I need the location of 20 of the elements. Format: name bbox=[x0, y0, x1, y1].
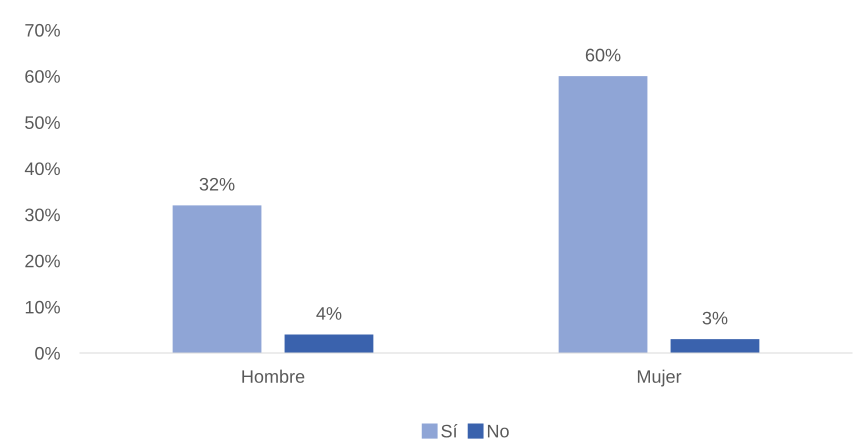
y-tick-label: 30% bbox=[25, 208, 60, 222]
legend-label: Sí bbox=[441, 424, 458, 438]
data-label: 60% bbox=[586, 48, 620, 62]
y-tick-label: 20% bbox=[25, 254, 60, 268]
bar bbox=[670, 339, 760, 353]
x-tick-label: Hombre bbox=[242, 370, 304, 383]
y-tick-label: 0% bbox=[35, 346, 60, 360]
bar bbox=[284, 334, 374, 353]
legend-label: No bbox=[488, 424, 509, 438]
y-tick-label: 70% bbox=[25, 24, 60, 37]
y-tick-label: 10% bbox=[26, 300, 60, 314]
y-tick-label: 40% bbox=[24, 162, 60, 176]
y-tick-label: 50% bbox=[25, 116, 60, 130]
data-label: 3% bbox=[702, 312, 728, 324]
bar bbox=[172, 205, 262, 353]
x-tick-label: Mujer bbox=[638, 370, 682, 386]
data-label: 4% bbox=[316, 307, 342, 320]
bar bbox=[558, 76, 648, 353]
y-tick-label: 60% bbox=[25, 70, 60, 83]
data-label: 32% bbox=[200, 178, 234, 191]
